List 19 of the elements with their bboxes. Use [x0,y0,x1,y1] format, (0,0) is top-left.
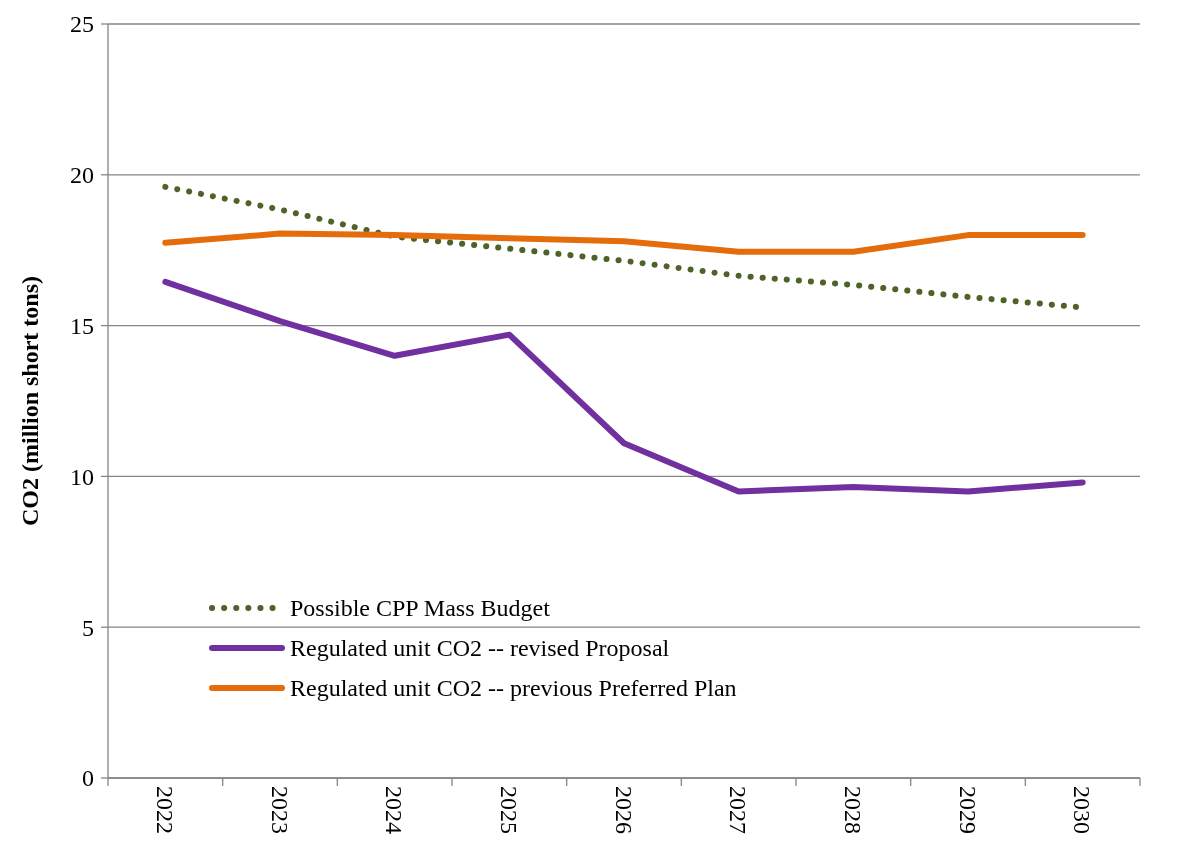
x-tick-label: 2022 [151,786,178,834]
y-tick-label: 0 [82,765,94,792]
y-tick-label: 10 [70,463,94,490]
y-axis-title: CO2 (million short tons) [17,275,43,527]
legend-label: Regulated unit CO2 -- revised Proposal [290,635,670,662]
legend-label: Regulated unit CO2 -- previous Preferred Plan [290,675,737,702]
x-tick-label: 2027 [725,786,752,834]
y-tick-label: 5 [82,614,94,641]
x-tick-label: 2029 [954,786,981,834]
x-tick-label: 2028 [839,786,866,834]
x-tick-label: 2023 [266,786,293,834]
y-tick-label: 15 [70,313,94,339]
x-tick-label: 2026 [610,786,637,834]
x-tick-label: 2025 [495,786,522,834]
x-tick-label: 2030 [1069,786,1096,834]
y-tick-label: 20 [70,162,94,189]
x-tick-label: 2024 [381,786,408,834]
y-tick-label: 25 [70,11,94,38]
legend-label: Possible CPP Mass Budget [290,595,551,622]
